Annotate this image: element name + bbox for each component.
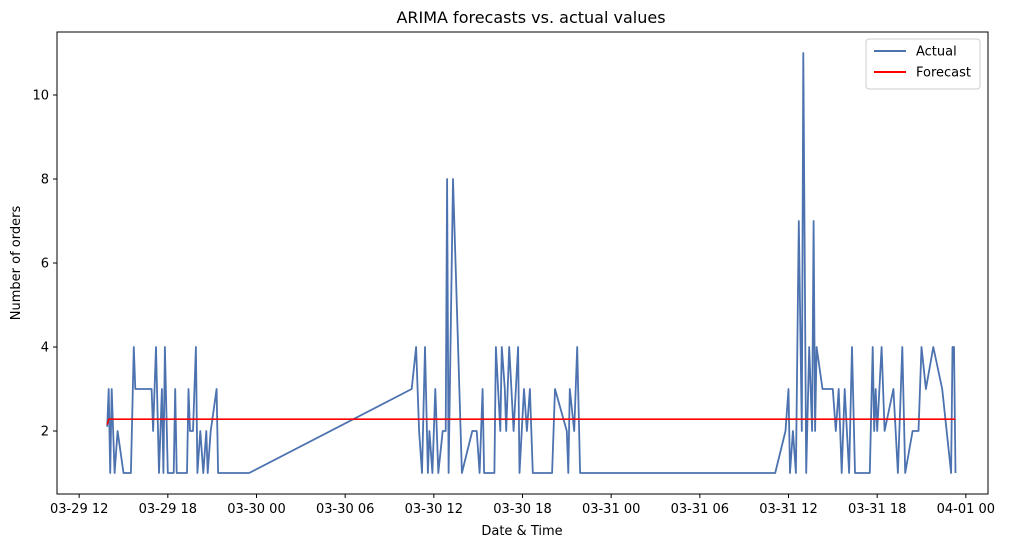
x-tick-label: 03-31 18 xyxy=(848,502,906,517)
x-tick-label: 04-01 00 xyxy=(937,502,995,517)
y-axis-label: Number of orders xyxy=(9,206,24,321)
x-tick-label: 03-30 12 xyxy=(405,502,463,517)
x-tick-label: 03-30 00 xyxy=(227,502,285,517)
series-line-forecast xyxy=(106,418,956,425)
series-line-actual xyxy=(106,52,957,474)
x-tick-label: 03-31 00 xyxy=(582,502,640,517)
legend: Actual Forecast xyxy=(865,38,981,90)
x-tick-label: 03-29 18 xyxy=(139,502,197,517)
x-tick-label: 03-29 12 xyxy=(50,502,108,517)
y-tick-label: 10 xyxy=(32,89,49,104)
legend-label-forecast: Forecast xyxy=(916,66,971,81)
x-tick-label: 03-31 06 xyxy=(671,502,729,517)
x-tick-label: 03-30 18 xyxy=(493,502,551,517)
chart-title: ARIMA forecasts vs. actual values xyxy=(396,8,665,27)
y-tick-label: 6 xyxy=(41,257,49,272)
x-axis-label: Date & Time xyxy=(481,524,562,539)
x-tick-label: 03-30 06 xyxy=(316,502,374,517)
y-tick-label: 8 xyxy=(41,173,49,188)
y-tick-label: 4 xyxy=(41,341,49,356)
legend-label-actual: Actual xyxy=(916,45,957,60)
x-tick-label: 03-31 12 xyxy=(759,502,817,517)
y-tick-label: 2 xyxy=(41,425,49,440)
